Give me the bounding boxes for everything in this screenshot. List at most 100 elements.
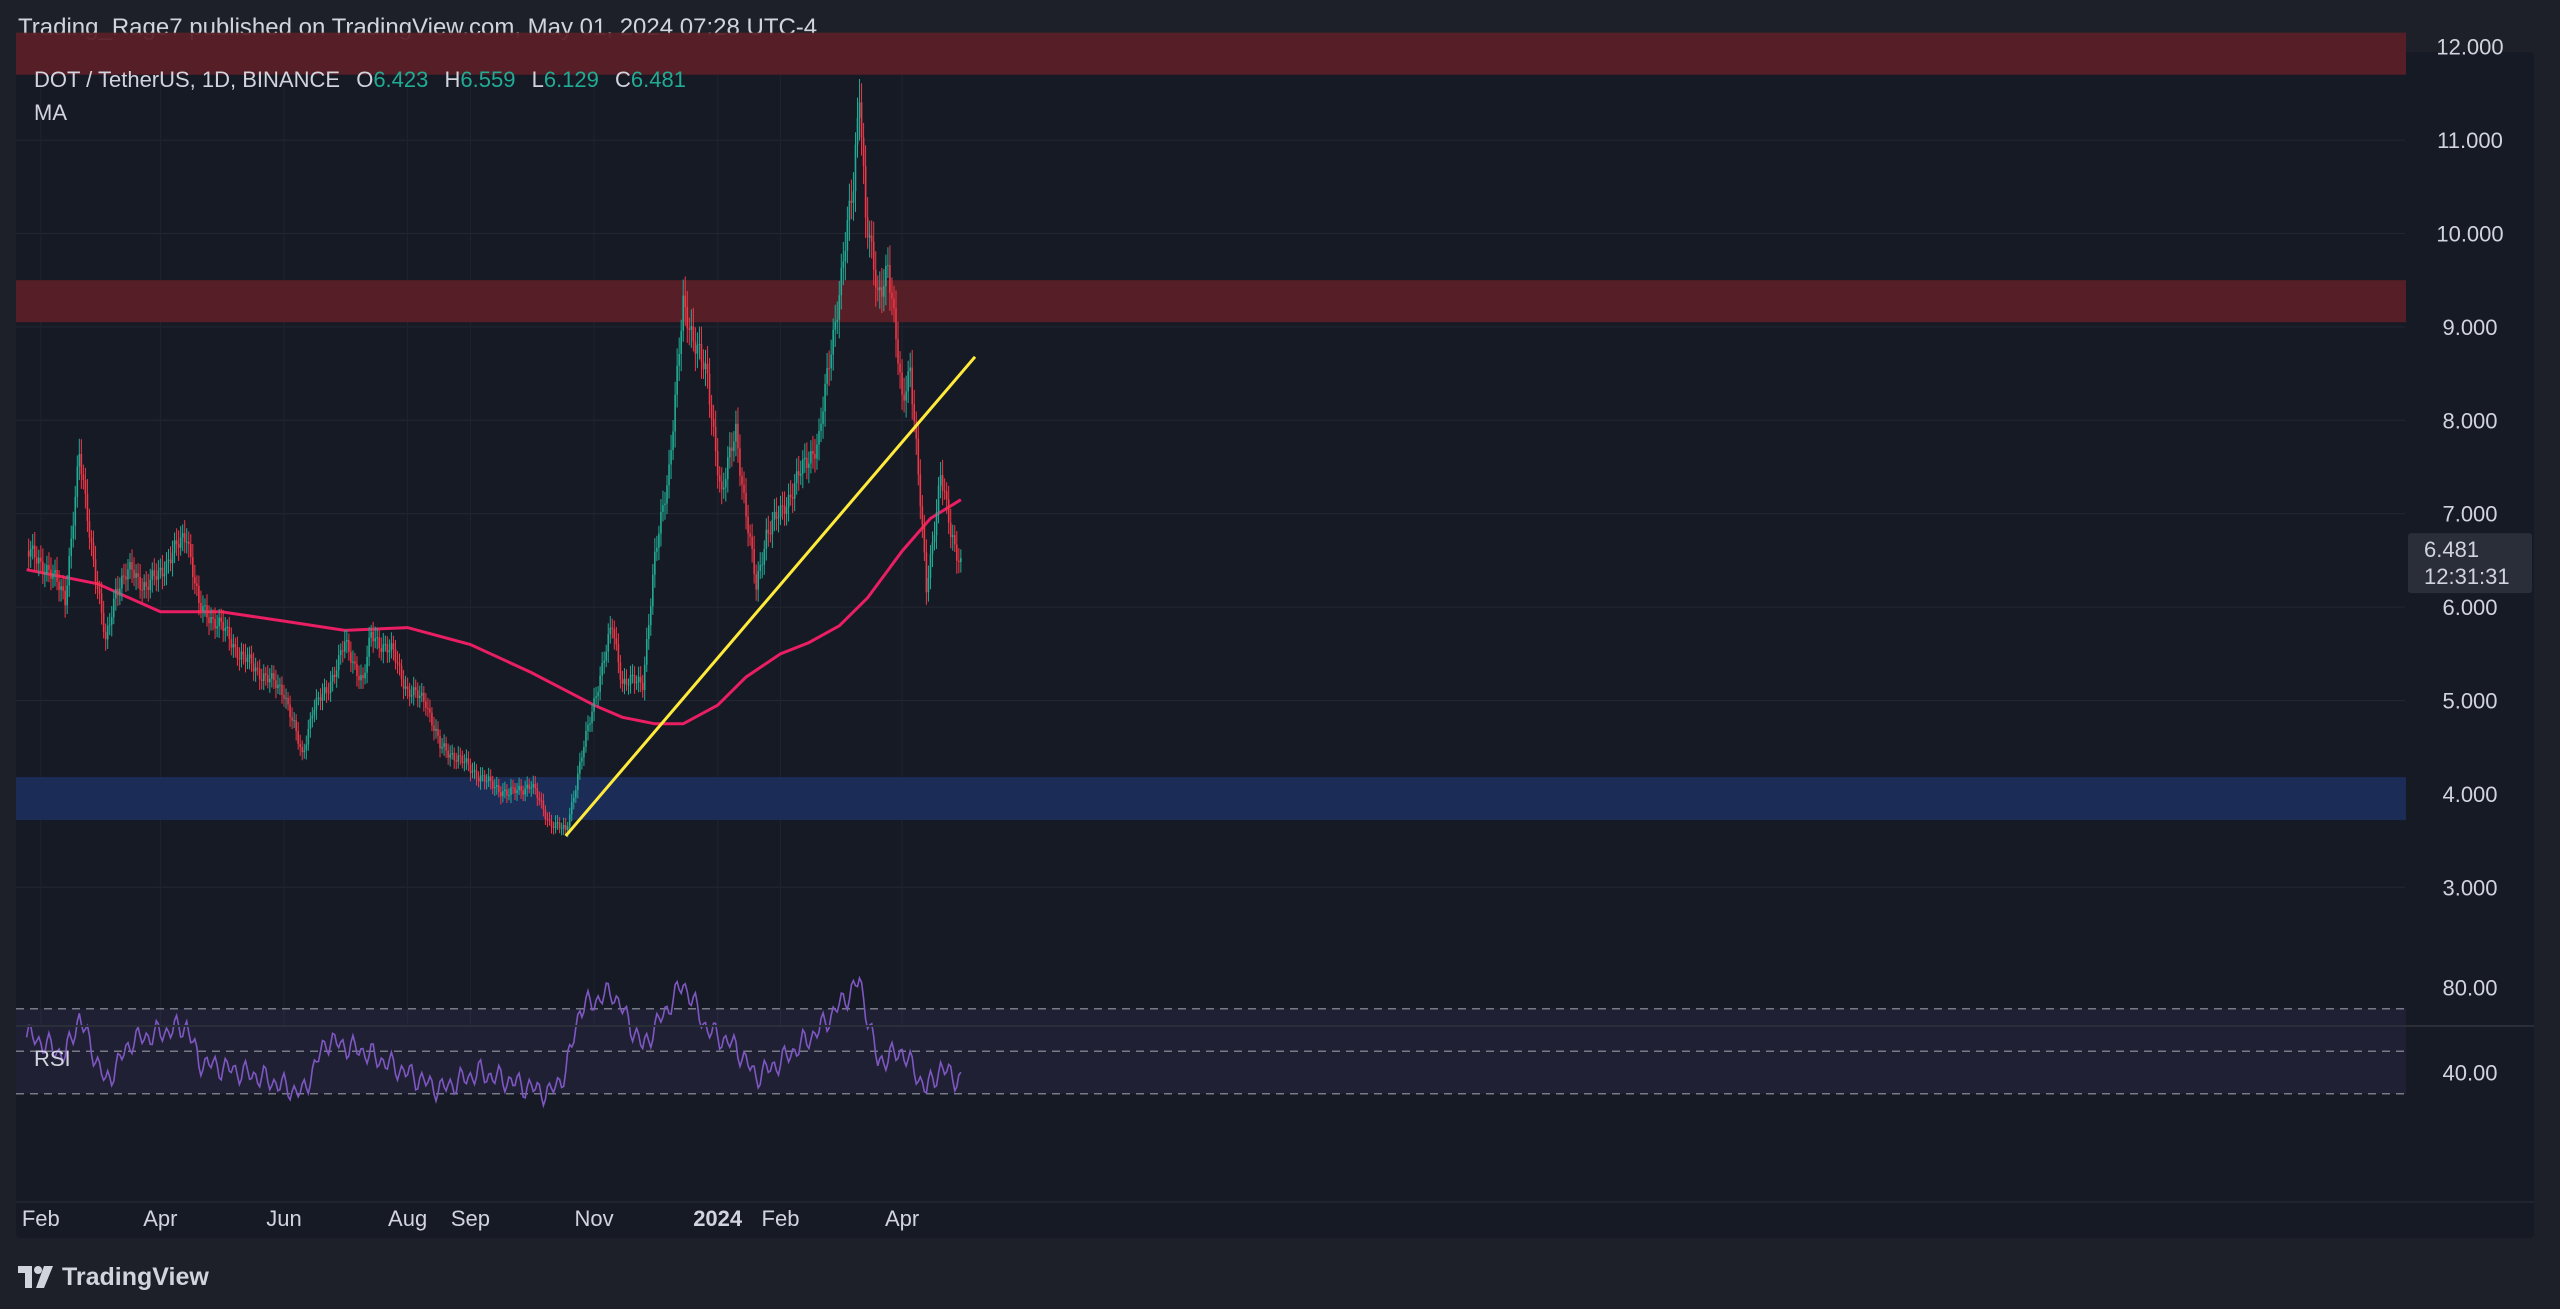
price-candle: [90, 537, 93, 543]
price-candle: [386, 644, 389, 653]
price-candle: [558, 822, 561, 829]
price-candle: [66, 585, 68, 606]
price-candle: [937, 485, 940, 513]
price-candle: [504, 789, 506, 792]
y-tick-label: 10.000: [2436, 222, 2503, 247]
price-candle: [516, 790, 518, 794]
price-candle: [346, 640, 348, 642]
price-candle: [664, 503, 666, 506]
price-candle: [848, 200, 851, 221]
price-candle: [564, 824, 567, 830]
price-candle: [881, 287, 883, 297]
price-candle: [568, 814, 571, 827]
chart-panel[interactable]: [16, 52, 2534, 1238]
price-candle: [538, 797, 541, 801]
price-candle: [570, 801, 573, 815]
price-candle: [325, 687, 328, 693]
price-candle: [907, 371, 909, 392]
price-candle: [337, 655, 340, 671]
price-candle: [777, 517, 780, 519]
price-candle: [76, 466, 79, 497]
price-candle: [370, 631, 372, 638]
price-candle: [44, 573, 46, 575]
price-candle: [708, 373, 711, 405]
price-candle: [733, 441, 735, 452]
price-candle: [883, 286, 885, 297]
price-candle: [37, 557, 40, 564]
price-candle: [299, 743, 302, 748]
price-candle: [493, 786, 496, 789]
price-candle: [552, 826, 555, 829]
legend-open-value: 6.423: [373, 67, 429, 92]
price-candle: [443, 743, 445, 747]
price-candle: [64, 590, 66, 606]
price-candle: [350, 651, 352, 663]
price-candle: [88, 521, 91, 538]
price-candle: [94, 559, 97, 582]
price-candle: [838, 295, 841, 320]
price-candle: [941, 475, 944, 491]
price-candle: [787, 494, 790, 508]
price-candle: [550, 820, 553, 827]
price-candle: [173, 540, 176, 553]
price-candle: [119, 588, 121, 596]
price-candle: [767, 529, 770, 534]
price-candle: [536, 788, 539, 798]
price-candle: [240, 651, 243, 660]
price-candle: [305, 744, 308, 751]
price-candle: [52, 573, 54, 579]
price-candle: [384, 644, 387, 646]
axes: 12.000 11.000 10.000 9.000 8.000 7.000 6.000 5.…: [16, 35, 2534, 1231]
price-candle: [396, 662, 399, 664]
price-candle: [609, 627, 612, 635]
price-candle: [601, 663, 603, 676]
price-candle: [692, 326, 695, 342]
price-candle: [406, 686, 409, 690]
y-tick-label: 8.000: [2442, 408, 2497, 433]
price-candle: [311, 715, 314, 719]
price-candle: [127, 569, 129, 580]
price-candle: [595, 696, 597, 699]
support-zone: [16, 777, 2406, 821]
price-candle: [418, 695, 421, 699]
price-candle: [376, 637, 379, 639]
price-candle: [35, 557, 38, 564]
price-candle: [686, 307, 689, 329]
price-candle: [854, 144, 857, 192]
y-tick-label: 11.000: [2437, 128, 2503, 153]
x-tick-label: Feb: [762, 1206, 800, 1231]
rsi-tick-label: 40.00: [2442, 1061, 2497, 1086]
rsi-tick-label: 80.00: [2442, 976, 2497, 1001]
rsi-indicator-label[interactable]: RSI: [34, 1046, 71, 1071]
price-candle: [260, 679, 263, 682]
tradingview-logo[interactable]: TradingView: [18, 1262, 209, 1292]
price-candle: [455, 760, 458, 762]
ma-indicator-label[interactable]: MA: [34, 100, 67, 125]
price-candle: [753, 549, 755, 575]
price-candle: [840, 267, 843, 296]
price-candle: [722, 487, 725, 490]
price-candle: [248, 654, 251, 659]
price-candle: [743, 484, 745, 493]
price-candle: [779, 505, 782, 518]
price-candle: [252, 663, 255, 672]
price-candle: [269, 678, 271, 683]
x-tick-label: 2024: [693, 1206, 743, 1231]
price-candle: [761, 564, 764, 566]
price-candle: [607, 634, 610, 652]
price-candle: [953, 535, 956, 545]
price-candle: [676, 365, 678, 395]
price-candle: [617, 644, 620, 663]
price-candle: [256, 667, 259, 669]
price-candle: [789, 494, 792, 498]
price-candle: [82, 474, 85, 481]
price-candle: [858, 102, 861, 118]
zones: [16, 32, 2406, 821]
price-candle: [520, 785, 522, 791]
price-candle: [230, 639, 233, 648]
price-candle: [58, 581, 60, 590]
tradingview-brand: TradingView: [62, 1262, 209, 1291]
price-candle: [826, 368, 828, 384]
price-layer: [27, 78, 962, 838]
